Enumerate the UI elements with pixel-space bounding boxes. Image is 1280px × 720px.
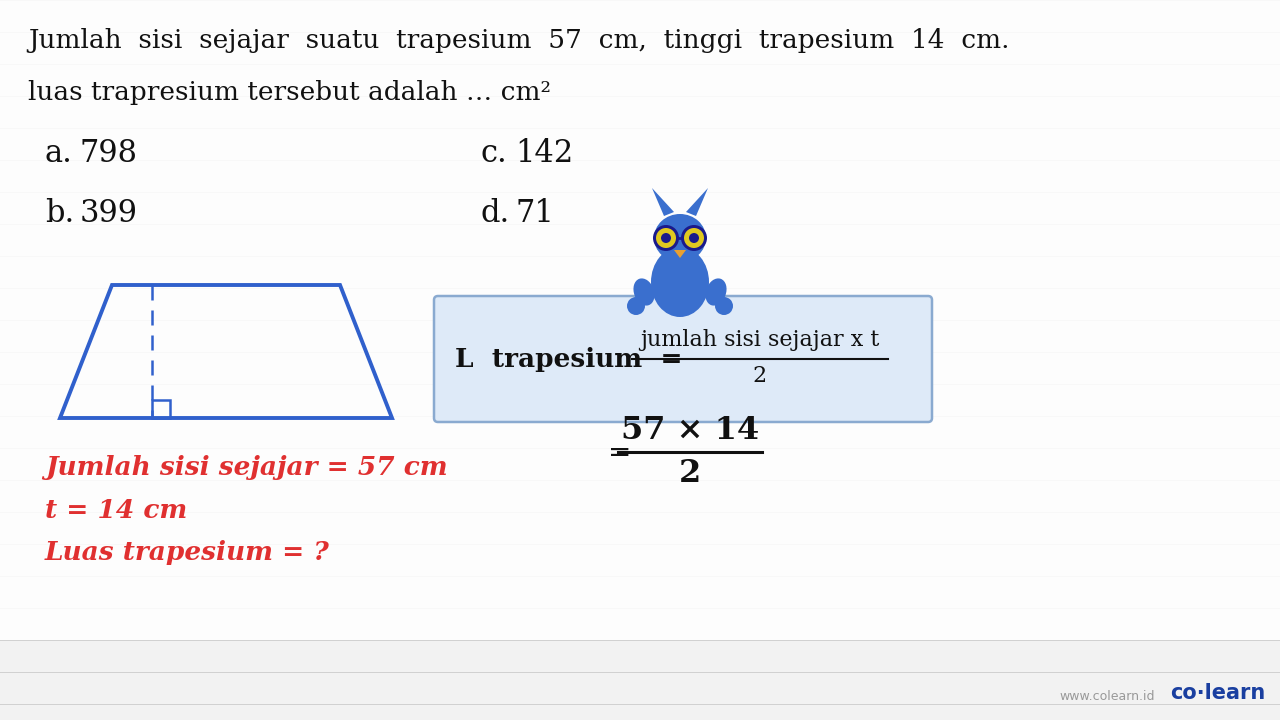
Text: a.: a. (45, 138, 73, 169)
Polygon shape (675, 250, 686, 258)
Circle shape (657, 228, 676, 248)
Bar (152, 400, 170, 418)
Text: 142: 142 (515, 138, 573, 169)
Polygon shape (686, 188, 708, 216)
Text: co·learn: co·learn (1170, 683, 1265, 703)
Text: t = 14 cm: t = 14 cm (45, 498, 187, 523)
Text: www.colearn.id: www.colearn.id (1060, 690, 1155, 703)
FancyBboxPatch shape (434, 296, 932, 422)
Polygon shape (652, 188, 675, 216)
Ellipse shape (654, 214, 707, 262)
Text: 798: 798 (79, 138, 138, 169)
Text: 399: 399 (79, 198, 138, 229)
Text: c.: c. (480, 138, 507, 169)
Text: 71: 71 (515, 198, 554, 229)
Text: =: = (608, 441, 631, 467)
Circle shape (653, 225, 678, 251)
Text: Jumlah  sisi  sejajar  suatu  trapesium  57  cm,  tinggi  trapesium  14  cm.: Jumlah sisi sejajar suatu trapesium 57 c… (28, 28, 1010, 53)
Text: 2: 2 (678, 458, 701, 489)
Circle shape (627, 297, 645, 315)
Circle shape (660, 233, 671, 243)
Text: luas trapresium tersebut adalah … cm²: luas trapresium tersebut adalah … cm² (28, 80, 550, 105)
Ellipse shape (652, 247, 709, 317)
Text: jumlah sisi sejajar x t: jumlah sisi sejajar x t (640, 329, 879, 351)
Circle shape (716, 297, 733, 315)
Circle shape (684, 228, 704, 248)
Text: 2: 2 (753, 365, 767, 387)
Text: Jumlah sisi sejajar = 57 cm: Jumlah sisi sejajar = 57 cm (45, 455, 448, 480)
Ellipse shape (705, 279, 727, 305)
Text: b.: b. (45, 198, 74, 229)
Text: L  trapesium  =: L trapesium = (454, 346, 682, 372)
Ellipse shape (634, 279, 654, 305)
Text: d.: d. (480, 198, 509, 229)
Text: 57 × 14: 57 × 14 (621, 415, 759, 446)
Text: Luas trapesium = ?: Luas trapesium = ? (45, 540, 330, 565)
Bar (0, 0, 1280, 640)
Circle shape (689, 233, 699, 243)
Circle shape (681, 225, 707, 251)
